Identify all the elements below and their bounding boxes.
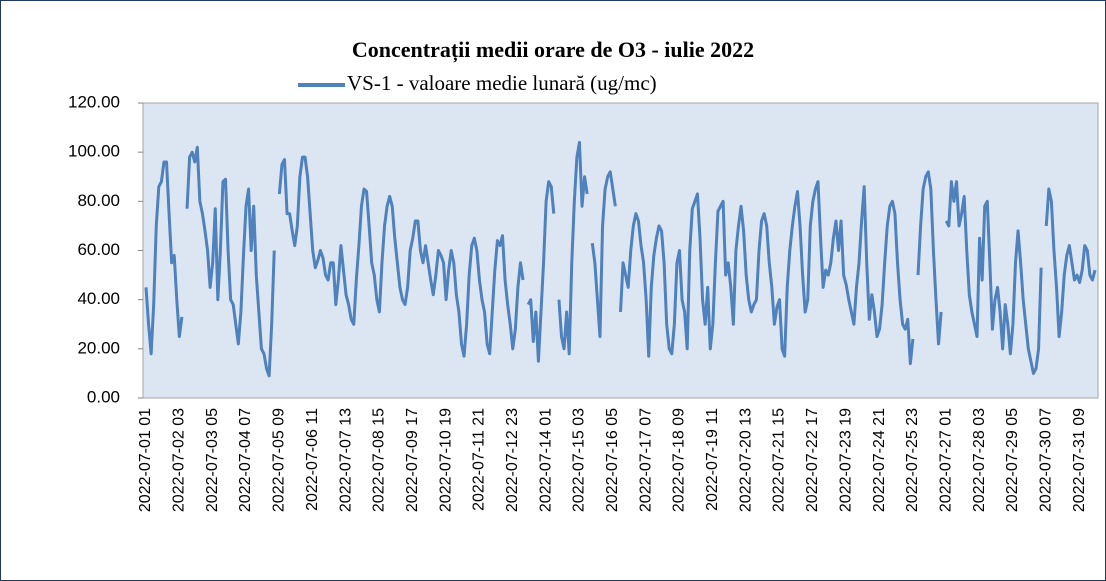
x-tick-label: 2022-07-02 03 bbox=[171, 408, 188, 512]
plot-area bbox=[142, 102, 1099, 399]
x-tick-label: 2022-07-24 21 bbox=[871, 408, 888, 512]
x-tick-label: 2022-07-08 15 bbox=[371, 408, 388, 512]
x-tick-label: 2022-07-06 11 bbox=[304, 408, 321, 511]
x-tick-label: 2022-07-29 05 bbox=[1004, 408, 1021, 512]
y-tick-label: 0.00 bbox=[87, 387, 120, 406]
x-tick-label: 2022-07-28 03 bbox=[971, 408, 988, 512]
x-tick-label: 2022-07-31 09 bbox=[1071, 408, 1088, 512]
x-tick-label: 2022-07-14 01 bbox=[537, 408, 554, 512]
series-line bbox=[144, 140, 1097, 378]
x-tick-label: 2022-07-11 21 bbox=[471, 408, 488, 511]
x-tick-label: 2022-07-09 17 bbox=[404, 408, 421, 512]
x-tick-label: 2022-07-10 19 bbox=[437, 408, 454, 512]
x-tick-label: 2022-07-21 15 bbox=[771, 408, 788, 512]
x-tick-label: 2022-07-30 07 bbox=[1037, 408, 1054, 512]
x-tick-label: 2022-07-19 11 bbox=[704, 408, 721, 511]
x-tick-label: 2022-07-17 07 bbox=[637, 408, 654, 512]
x-tick-label: 2022-07-23 19 bbox=[837, 408, 854, 512]
x-tick-label: 2022-07-20 13 bbox=[737, 408, 754, 512]
x-tick-label: 2022-07-25 23 bbox=[904, 408, 921, 512]
x-tick-label: 2022-07-15 03 bbox=[571, 408, 588, 512]
y-tick-label: 120.00 bbox=[68, 92, 120, 111]
x-tick-label: 2022-07-03 05 bbox=[204, 408, 221, 512]
x-tick-label: 2022-07-27 01 bbox=[937, 408, 954, 512]
y-tick-label: 60.00 bbox=[77, 240, 120, 259]
x-tick-label: 2022-07-12 23 bbox=[504, 408, 521, 512]
x-tick-label: 2022-07-05 09 bbox=[271, 408, 288, 512]
x-tick-label: 2022-07-01 01 bbox=[137, 408, 154, 512]
x-tick-label: 2022-07-16 05 bbox=[604, 408, 621, 512]
y-tick-label: 40.00 bbox=[77, 289, 120, 308]
y-tick-label: 100.00 bbox=[68, 142, 120, 161]
y-tick-label: 80.00 bbox=[77, 191, 120, 210]
x-tick-label: 2022-07-04 07 bbox=[237, 408, 254, 512]
x-tick-label: 2022-07-22 17 bbox=[804, 408, 821, 512]
x-tick-label: 2022-07-18 09 bbox=[671, 408, 688, 512]
x-tick-label: 2022-07-07 13 bbox=[337, 408, 354, 512]
legend-label: VS-1 - valoare medie lunară (ug/mc) bbox=[347, 71, 657, 95]
y-tick-label: 20.00 bbox=[77, 338, 120, 357]
chart-title: Concentrații medii orare de O3 - iulie 2… bbox=[352, 37, 754, 63]
